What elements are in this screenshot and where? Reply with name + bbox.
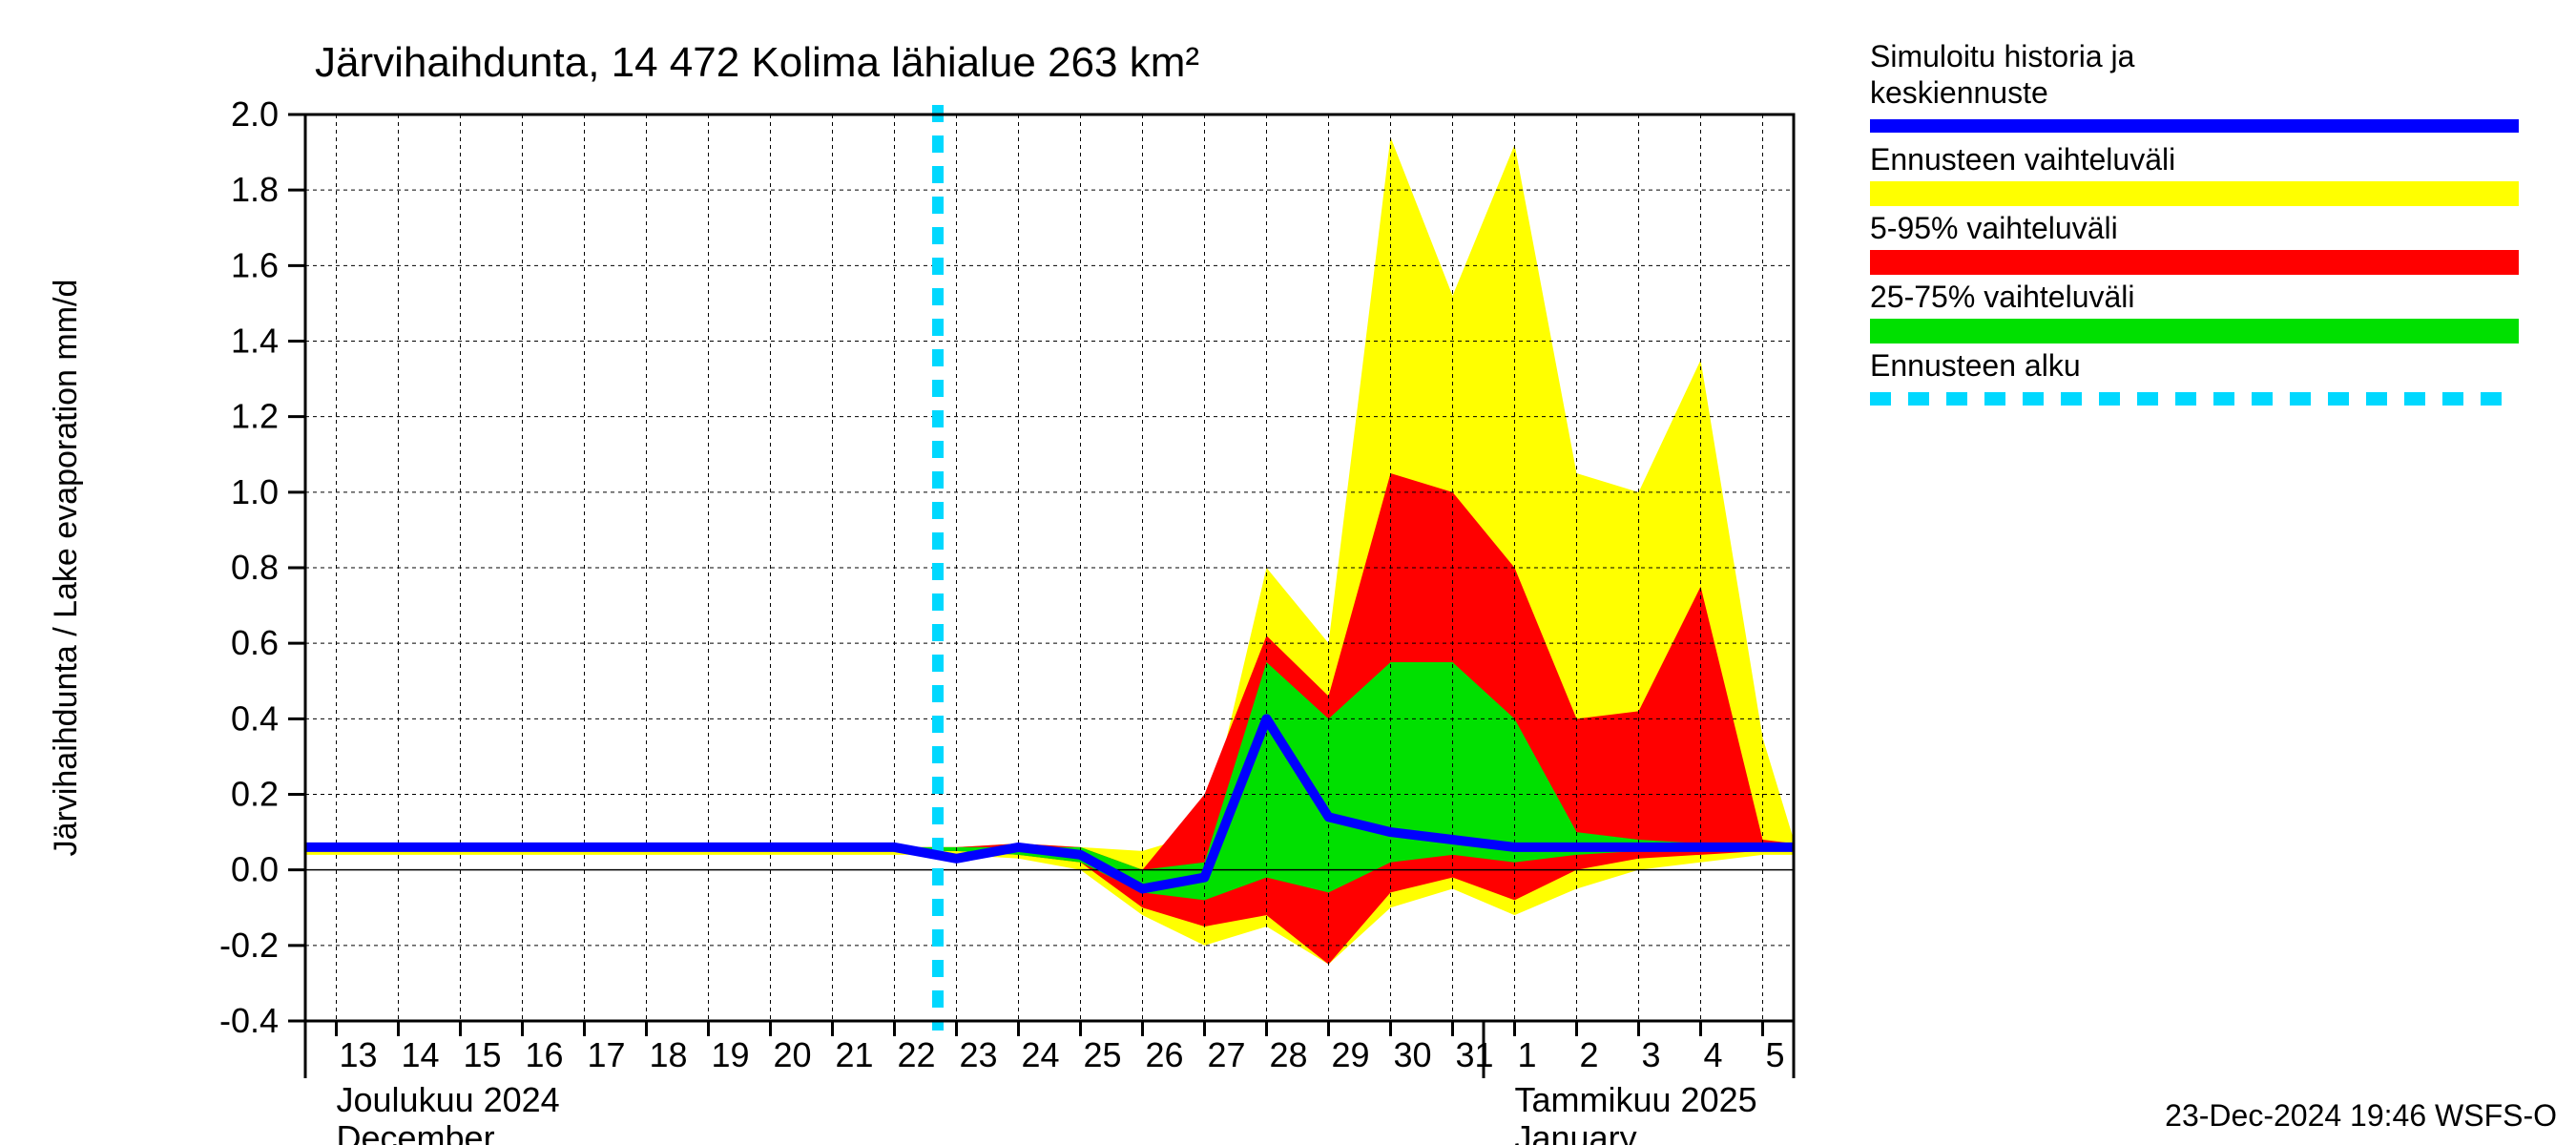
y-tick-label: 1.0: [231, 472, 279, 511]
x-tick-label: 28: [1270, 1035, 1308, 1074]
x-tick-label: 3: [1642, 1035, 1661, 1074]
chart-title: Järvihaihdunta, 14 472 Kolima lähialue 2…: [315, 39, 1199, 86]
month-dec-fi: Joulukuu 2024: [337, 1080, 560, 1119]
legend-swatch-area: [1870, 181, 2519, 206]
x-tick-label: 15: [464, 1035, 502, 1074]
y-tick-label: 1.2: [231, 397, 279, 436]
x-tick-label: 18: [650, 1035, 688, 1074]
chart-stage: -0.4 -0.2 0.0 0.2 0.4 0.6 0.8 1.0 1.2 1.4 1.6 1.8 2.…: [0, 0, 2576, 1145]
legend-swatch-area: [1870, 250, 2519, 275]
x-tick-label: 14: [402, 1035, 440, 1074]
y-tick-label: 0.0: [231, 850, 279, 889]
x-tick-label: 20: [774, 1035, 812, 1074]
y-axis-label: Järvihaihdunta / Lake evaporation mm/d: [48, 280, 84, 857]
legend-label: Ennusteen alku: [1870, 348, 2081, 383]
y-tick-label: -0.2: [219, 926, 279, 965]
x-tick-label: 31: [1456, 1035, 1494, 1074]
x-tick-label: 2: [1580, 1035, 1599, 1074]
y-tick-label: 1.6: [231, 245, 279, 284]
x-tick-label: 23: [960, 1035, 998, 1074]
legend-swatch-area: [1870, 319, 2519, 344]
x-tick-label: 19: [712, 1035, 750, 1074]
y-tick-label: 0.4: [231, 698, 279, 738]
x-tick-label: 24: [1022, 1035, 1060, 1074]
x-tick-label: 22: [898, 1035, 936, 1074]
x-tick-label: 25: [1084, 1035, 1122, 1074]
x-tick-label: 16: [526, 1035, 564, 1074]
y-tick-label: -0.4: [219, 1001, 279, 1040]
footer-timestamp: 23-Dec-2024 19:46 WSFS-O: [2165, 1098, 2557, 1133]
legend-label: 25-75% vaihteluväli: [1870, 280, 2135, 314]
x-tick-label: 30: [1394, 1035, 1432, 1074]
legend-label: 5-95% vaihteluväli: [1870, 211, 2118, 245]
x-tick-label: 5: [1766, 1035, 1785, 1074]
x-tick-label: 26: [1146, 1035, 1184, 1074]
x-tick-label: 29: [1332, 1035, 1370, 1074]
legend-label: Ennusteen vaihteluväli: [1870, 142, 2175, 177]
y-tick-label: 2.0: [231, 94, 279, 134]
chart-svg: -0.4 -0.2 0.0 0.2 0.4 0.6 0.8 1.0 1.2 1.4 1.6 1.8 2.…: [0, 0, 2576, 1145]
x-tick-label: 17: [588, 1035, 626, 1074]
x-tick-label: 21: [836, 1035, 874, 1074]
chart-background: [0, 0, 2576, 1145]
month-dec-en: December: [337, 1118, 495, 1145]
month-jan-en: January: [1515, 1118, 1637, 1145]
x-tick-label: 13: [340, 1035, 378, 1074]
x-tick-label: 27: [1208, 1035, 1246, 1074]
y-tick-label: 0.2: [231, 775, 279, 814]
y-tick-label: 0.8: [231, 548, 279, 587]
x-tick-label: 1: [1518, 1035, 1537, 1074]
y-tick-label: 1.4: [231, 322, 279, 361]
month-jan-fi: Tammikuu 2025: [1515, 1080, 1757, 1119]
y-tick-label: 1.8: [231, 170, 279, 209]
x-tick-label: 4: [1704, 1035, 1723, 1074]
legend-label: keskiennuste: [1870, 75, 2048, 110]
y-tick-label: 0.6: [231, 623, 279, 662]
legend-label: Simuloitu historia ja: [1870, 39, 2135, 73]
